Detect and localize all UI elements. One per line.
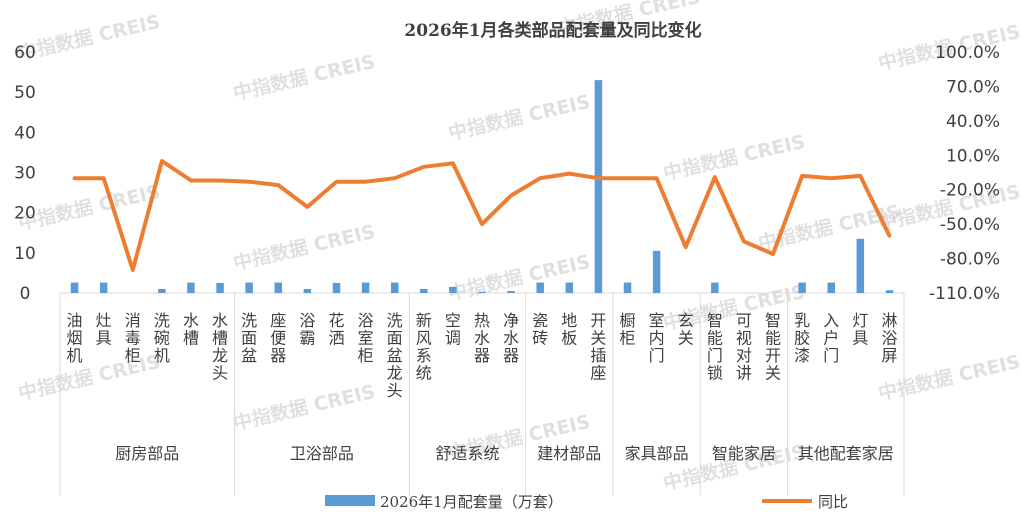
right-tick-label: 70.0% [946, 77, 1000, 97]
group-labels: 厨房部品 卫浴部品 舒适系统 建材部品 家具部品 智能家居 其他配套家居 [59, 293, 905, 496]
bar [70, 282, 79, 293]
right-tick-label: -20.0% [940, 181, 1000, 201]
watermark-text: 中指数据 CREIS [16, 10, 162, 65]
bar [594, 80, 603, 293]
category-label: 水槽 [183, 311, 199, 348]
group-label: 卫浴部品 [290, 444, 354, 463]
group-label: 其他配套家居 [798, 444, 894, 463]
group-label: 厨房部品 [115, 444, 179, 463]
bar [158, 288, 166, 293]
left-tick-label: 60 [14, 43, 36, 63]
bar [449, 286, 457, 293]
watermark-text: 中指数据 CREIS [446, 90, 592, 145]
bar [507, 290, 515, 293]
category-label: 地板 [561, 311, 577, 348]
bar [652, 250, 661, 293]
category-label: 淋浴屏 [881, 311, 897, 365]
bar [99, 282, 108, 293]
bar [885, 290, 894, 293]
bar [274, 282, 283, 293]
category-label: 智能门锁 [707, 311, 723, 383]
category-labels: 油烟机灶具消毒柜洗碗机水槽水槽龙头洗面盆座便器浴霸花洒浴室柜洗面盆龙头新风系统空… [67, 311, 898, 400]
yoy-line [72, 159, 892, 272]
category-label: 消毒柜 [125, 311, 141, 365]
right-tick-label: -80.0% [940, 250, 1000, 270]
group-label: 建材部品 [537, 444, 601, 463]
category-label: 瓷砖 [532, 311, 548, 348]
bar [623, 282, 632, 293]
left-tick-label: 50 [14, 83, 36, 103]
watermark-layer: 中指数据 CREIS 中指数据 CREIS 中指数据 CREIS 中指数据 CREIS… [16, 0, 1021, 495]
category-label: 浴霸 [299, 311, 315, 348]
left-tick-label: 10 [14, 244, 36, 264]
bar [303, 288, 312, 293]
watermark-text: 中指数据 CREIS [231, 380, 377, 435]
left-tick-label: 30 [14, 164, 36, 184]
category-label: 油烟机 [67, 311, 83, 365]
legend-line-label: 同比 [818, 493, 848, 511]
category-label: 玄关 [678, 311, 694, 348]
watermark-text: 中指数据 CREIS [661, 130, 807, 185]
watermark-text: 中指数据 CREIS [446, 250, 592, 305]
watermark-text: 中指数据 CREIS [876, 350, 1021, 405]
category-label: 净水器 [503, 311, 519, 365]
bar-series [70, 80, 894, 293]
category-label: 水槽龙头 [212, 311, 228, 383]
bar [565, 282, 574, 293]
bar [798, 282, 806, 293]
right-tick-label: 10.0% [946, 146, 1000, 166]
bar [711, 282, 719, 293]
left-tick-label: 20 [14, 204, 36, 224]
bar [187, 282, 195, 293]
bar [216, 282, 224, 293]
left-axis-ticks: 60 50 40 30 20 10 0 [14, 43, 36, 304]
category-label: 座便器 [270, 311, 286, 365]
right-tick-label: -110.0% [929, 284, 1000, 304]
left-tick-label: 40 [14, 123, 36, 143]
category-label: 入户门 [823, 311, 839, 365]
category-label: 灯具 [852, 311, 868, 348]
bar [361, 282, 370, 293]
group-label: 家具部品 [625, 444, 689, 463]
category-label: 新风系统 [416, 311, 432, 383]
bar [390, 282, 399, 293]
category-label: 橱柜 [620, 311, 636, 348]
category-label: 室内门 [649, 311, 665, 365]
category-label: 乳胶漆 [794, 311, 810, 365]
watermark-text: 中指数据 CREIS [231, 50, 377, 105]
group-label: 智能家居 [712, 444, 776, 463]
group-label: 舒适系统 [435, 444, 499, 463]
category-label: 花洒 [328, 311, 344, 348]
category-label: 洗面盆 [241, 311, 257, 365]
category-label: 开关插座 [590, 311, 606, 383]
left-tick-label: 0 [20, 284, 31, 304]
right-tick-label: 100.0% [935, 43, 1000, 63]
bar [478, 291, 486, 293]
bar [827, 282, 835, 293]
category-label: 智能开关 [765, 311, 781, 383]
category-label: 洗面盆龙头 [387, 311, 403, 400]
watermark-text: 中指数据 CREIS [231, 220, 377, 275]
category-label: 热水器 [474, 311, 490, 365]
right-tick-label: -50.0% [940, 215, 1000, 235]
bar [245, 282, 253, 293]
legend-bar-swatch [325, 495, 375, 506]
right-axis-ticks: 100.0% 70.0% 40.0% 10.0% -20.0% -50.0% -80.0% -… [929, 43, 1000, 304]
bar [332, 282, 341, 293]
legend: 2026年1月配套量（万套） 同比 [325, 493, 848, 511]
right-tick-label: 40.0% [946, 112, 1000, 132]
bar [420, 288, 428, 293]
category-label: 可视对讲 [736, 311, 752, 383]
category-label: 空调 [445, 311, 461, 348]
category-label: 灶具 [96, 311, 112, 348]
category-label: 浴室柜 [358, 311, 374, 365]
bar [856, 238, 865, 293]
watermark-text: 中指数据 CREIS [16, 180, 162, 235]
bar [536, 282, 544, 293]
category-label: 洗碗机 [154, 311, 170, 365]
chart-title: 2026年1月各类部品配套量及同比变化 [404, 20, 701, 41]
legend-bar-label: 2026年1月配套量（万套） [380, 493, 563, 511]
